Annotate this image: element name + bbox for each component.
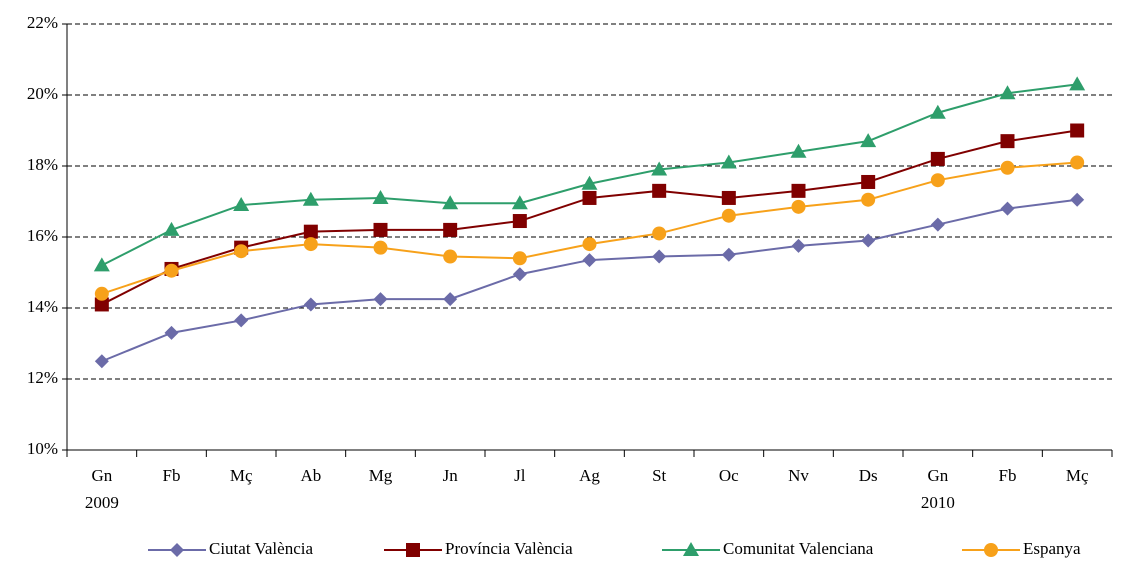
point <box>512 214 527 229</box>
point <box>443 222 458 237</box>
point <box>164 325 179 340</box>
point <box>582 253 597 268</box>
point <box>1069 76 1086 91</box>
y-tick-label: 12% <box>27 368 58 387</box>
legend-label: Ciutat València <box>209 539 313 558</box>
x-tick-label: Fb <box>999 466 1017 485</box>
y-tick-label: 18% <box>27 155 58 174</box>
point <box>1000 201 1015 216</box>
series-line <box>101 198 1078 363</box>
legend-label: Comunitat Valenciana <box>723 539 874 558</box>
x-tick-label: Oc <box>719 466 739 485</box>
point <box>930 173 945 188</box>
x-tick-label: St <box>652 466 666 485</box>
y-tick-label: 16% <box>27 226 58 245</box>
legend-marker <box>683 542 699 556</box>
point <box>373 222 388 237</box>
point <box>302 191 319 206</box>
point <box>512 251 527 266</box>
x-tick-label: Ab <box>300 466 321 485</box>
x-year-label: 2009 <box>85 493 119 512</box>
point <box>652 183 667 198</box>
point <box>164 263 179 278</box>
point <box>443 292 458 307</box>
x-tick-label: Ds <box>859 466 878 485</box>
point <box>861 192 876 207</box>
point <box>94 354 109 369</box>
x-tick-label: Fb <box>163 466 181 485</box>
point <box>373 240 388 255</box>
point <box>94 286 109 301</box>
y-tick-label: 22% <box>27 13 58 32</box>
point <box>443 249 458 264</box>
y-tick-label: 10% <box>27 439 58 458</box>
point <box>581 175 598 190</box>
x-year-label: 2010 <box>921 493 955 512</box>
point <box>721 247 736 262</box>
point <box>861 233 876 248</box>
legend-marker <box>406 543 420 557</box>
point <box>234 244 249 259</box>
point <box>234 313 249 328</box>
point <box>1000 160 1015 175</box>
x-tick-label: Jl <box>514 466 526 485</box>
point <box>652 226 667 241</box>
legend-label: Província València <box>445 539 573 558</box>
point <box>791 183 806 198</box>
x-tick-label: Gn <box>91 466 112 485</box>
point <box>372 189 389 204</box>
point <box>860 133 877 148</box>
point <box>303 224 318 239</box>
point <box>233 197 250 212</box>
point <box>163 221 180 236</box>
point <box>582 237 597 252</box>
y-tick-label: 20% <box>27 84 58 103</box>
point <box>1070 123 1085 138</box>
point <box>930 151 945 166</box>
point <box>929 104 946 119</box>
x-tick-label: Nv <box>788 466 809 485</box>
point <box>303 237 318 252</box>
point <box>373 292 388 307</box>
x-tick-label: Mç <box>230 466 253 485</box>
legend-marker <box>984 543 998 557</box>
point <box>93 257 110 272</box>
point <box>1000 134 1015 149</box>
point <box>861 174 876 189</box>
point <box>512 267 527 282</box>
point <box>790 143 807 158</box>
point <box>1070 155 1085 170</box>
point <box>791 238 806 253</box>
point <box>1070 192 1085 207</box>
legend-label: Espanya <box>1023 539 1081 558</box>
x-tick-label: Gn <box>927 466 948 485</box>
point <box>720 154 737 169</box>
point <box>94 297 109 312</box>
point <box>999 85 1016 100</box>
point <box>721 190 736 205</box>
point <box>651 161 668 176</box>
point <box>652 249 667 264</box>
point <box>303 297 318 312</box>
legend-marker <box>170 543 184 557</box>
x-tick-label: Mg <box>369 466 393 485</box>
point <box>930 217 945 232</box>
point <box>511 195 528 210</box>
point <box>442 195 459 210</box>
point <box>791 199 806 214</box>
y-tick-label: 14% <box>27 297 58 316</box>
point <box>582 190 597 205</box>
x-tick-label: Ag <box>579 466 600 485</box>
x-tick-label: Mç <box>1066 466 1089 485</box>
point <box>721 208 736 223</box>
x-tick-label: Jn <box>443 466 459 485</box>
